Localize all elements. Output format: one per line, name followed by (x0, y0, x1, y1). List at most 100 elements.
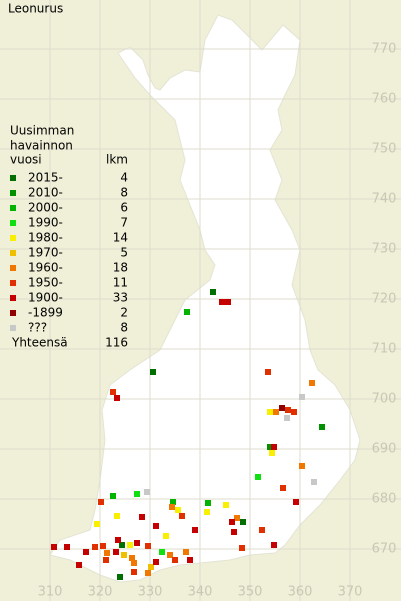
legend-label: 2015- (28, 171, 63, 185)
y-tick-label: 670 (372, 542, 397, 557)
occurrence (205, 500, 211, 506)
occurrence (183, 549, 189, 555)
legend-label: 1960- (28, 261, 63, 275)
occurrence (285, 407, 291, 413)
legend-swatch (10, 175, 16, 181)
occurrence (271, 542, 277, 548)
occurrence (175, 507, 181, 513)
x-tick-label: 370 (338, 585, 363, 600)
occurrence (163, 533, 169, 539)
occurrence (110, 389, 116, 395)
occurrence (273, 409, 279, 415)
legend-swatch (10, 280, 16, 286)
occurrence (234, 515, 240, 521)
occurrence (231, 529, 237, 535)
legend-label: 2000- (28, 201, 63, 215)
y-tick-label: 730 (372, 242, 397, 257)
legend-count: 4 (120, 171, 128, 185)
occurrence (299, 463, 305, 469)
occurrence (267, 444, 273, 450)
occurrence (269, 450, 275, 456)
x-tick-label: 320 (88, 585, 113, 600)
occurrence (114, 395, 120, 401)
occurrence (92, 544, 98, 550)
occurrence (119, 542, 125, 548)
legend-count: 8 (120, 186, 128, 200)
occurrence (145, 543, 151, 549)
x-tick-label: 340 (188, 585, 213, 600)
legend-count: 6 (120, 201, 128, 215)
legend-count: 18 (113, 261, 128, 275)
occurrence (117, 574, 123, 580)
x-tick-label: 310 (38, 585, 63, 600)
occurrence (204, 509, 210, 515)
occurrence (134, 491, 140, 497)
occurrence (144, 489, 150, 495)
occurrence (115, 537, 121, 543)
occurrence (293, 499, 299, 505)
title: Leonurus (8, 2, 63, 16)
occurrence (167, 552, 173, 558)
occurrence (255, 474, 261, 480)
occurrence (110, 493, 116, 499)
legend-label: -1899 (28, 306, 63, 320)
occurrence (51, 544, 57, 550)
legend-count: 11 (113, 276, 128, 290)
legend-count: 7 (120, 216, 128, 230)
legend-label: 1990- (28, 216, 63, 230)
legend-swatch (10, 235, 16, 241)
y-tick-label: 690 (372, 442, 397, 457)
occurrence (127, 542, 133, 548)
occurrence (291, 409, 297, 415)
occurrence (184, 309, 190, 315)
occurrence (229, 519, 235, 525)
occurrence (150, 369, 156, 375)
legend-swatch (10, 205, 16, 211)
legend-label: 2010- (28, 186, 63, 200)
y-tick-label: 700 (372, 392, 397, 407)
occurrence (299, 394, 305, 400)
occurrence (279, 405, 285, 411)
legend-title: Uusimman (10, 124, 74, 138)
occurrence (192, 527, 198, 533)
y-tick-label: 750 (372, 142, 397, 157)
legend-count: 14 (113, 231, 128, 245)
occurrence (153, 523, 159, 529)
legend-swatch (10, 250, 16, 256)
occurrence (265, 369, 271, 375)
legend-swatch (10, 295, 16, 301)
occurrence (219, 299, 225, 305)
legend: 2015- 4 2010- 8 2000- 6 1990- 7 1980- 14 1970- 5 196… (10, 171, 128, 350)
occurrence (225, 299, 231, 305)
occurrence (271, 444, 277, 450)
occurrence (113, 549, 119, 555)
occurrence (309, 380, 315, 386)
occurrence (172, 557, 178, 563)
x-tick-label: 330 (138, 585, 163, 600)
legend-title: vuosi (10, 153, 42, 167)
legend-count: 5 (120, 246, 128, 260)
legend-label: 1900- (28, 291, 63, 305)
occurrence (121, 552, 127, 558)
occurrence (103, 557, 109, 563)
occurrence (153, 559, 159, 565)
legend-swatch (10, 190, 16, 196)
legend-label: 1970- (28, 246, 63, 260)
y-tick-label: 710 (372, 342, 397, 357)
occurrence (267, 409, 273, 415)
legend-swatch (10, 220, 16, 226)
x-tick-label: 360 (288, 585, 313, 600)
occurrence (240, 519, 246, 525)
total-count: 116 (105, 336, 128, 350)
occurrence (114, 513, 120, 519)
occurrence (129, 555, 135, 561)
occurrence (76, 562, 82, 568)
legend-label: 1980- (28, 231, 63, 245)
occurrence (210, 289, 216, 295)
occurrence (83, 549, 89, 555)
y-tick-label: 680 (372, 492, 397, 507)
occurrence (259, 527, 265, 533)
x-tick-label: 350 (238, 585, 263, 600)
occurrence (239, 545, 245, 551)
